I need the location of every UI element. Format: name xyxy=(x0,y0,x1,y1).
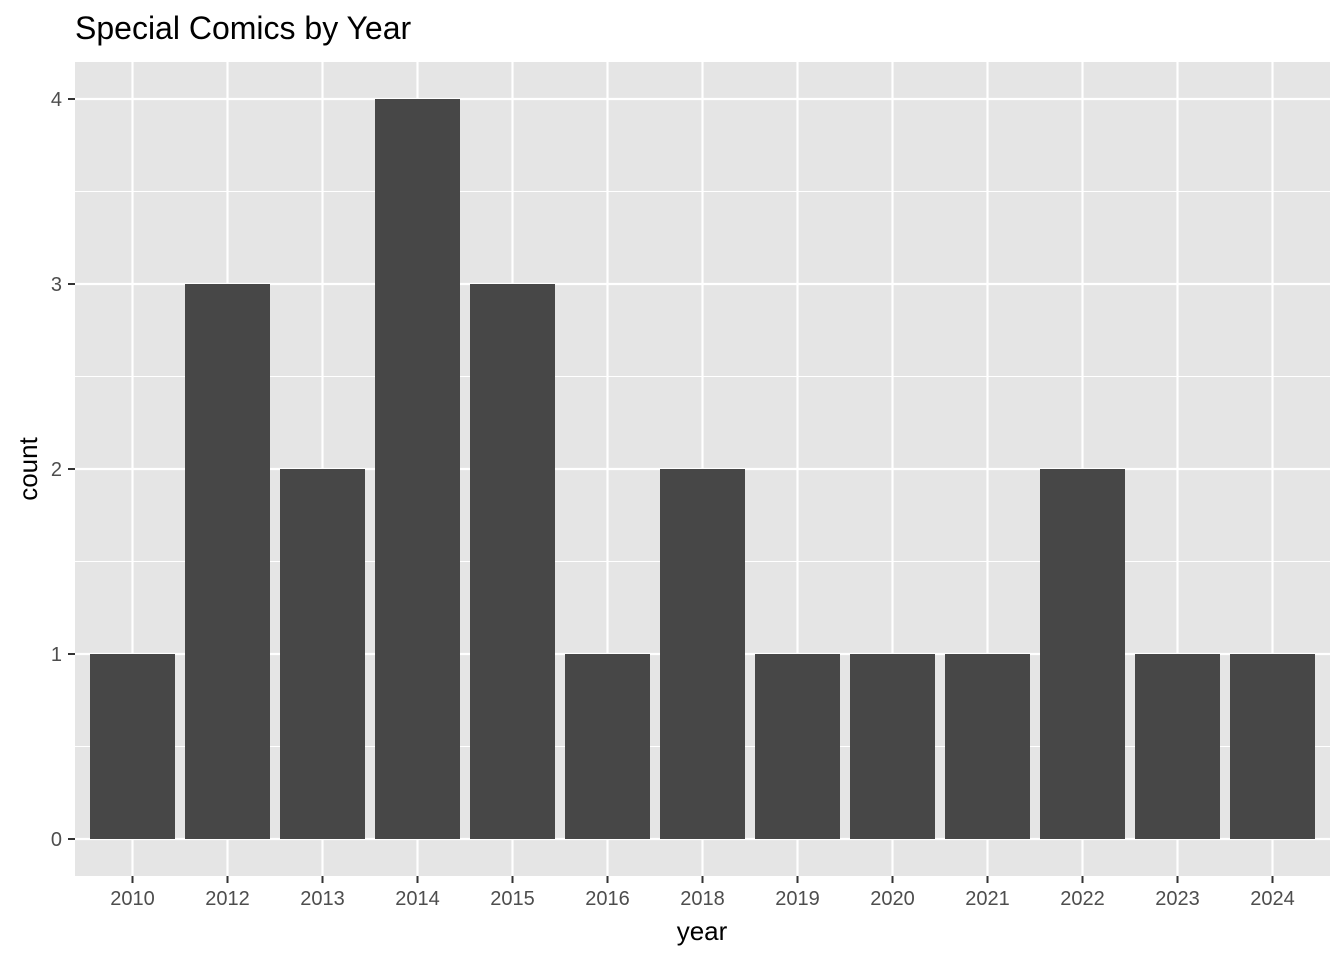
bars xyxy=(90,99,1315,839)
bar-2012 xyxy=(185,284,270,839)
x-tick-label: 2021 xyxy=(965,888,1010,910)
x-tick-label: 2022 xyxy=(1060,888,1105,910)
bar-2022 xyxy=(1040,469,1125,839)
bar-2024 xyxy=(1230,654,1315,839)
y-tick-label: 0 xyxy=(51,829,62,851)
bar-2015 xyxy=(470,284,555,839)
bar-2021 xyxy=(945,654,1030,839)
bar-2016 xyxy=(565,654,650,839)
x-tick-label: 2019 xyxy=(775,888,820,910)
x-tick-label: 2023 xyxy=(1155,888,1200,910)
bar-2020 xyxy=(850,654,935,839)
x-tick-label: 2014 xyxy=(395,888,440,910)
x-tick-label: 2013 xyxy=(300,888,345,910)
x-tick-label: 2012 xyxy=(205,888,250,910)
x-tick-label: 2016 xyxy=(585,888,630,910)
bar-2018 xyxy=(660,469,745,839)
chart-title: Special Comics by Year xyxy=(75,10,412,46)
y-tick-label: 2 xyxy=(51,459,62,481)
x-axis-title: year xyxy=(677,916,728,946)
x-axis: 2010 2012 2013 2014 2015 2016 2018 2019 2020 2021… xyxy=(110,876,1295,910)
x-tick-label: 2020 xyxy=(870,888,915,910)
x-tick-label: 2024 xyxy=(1250,888,1295,910)
y-axis-title: count xyxy=(13,436,43,500)
bar-2023 xyxy=(1135,654,1220,839)
x-tick-label: 2015 xyxy=(490,888,535,910)
x-tick-label: 2010 xyxy=(110,888,155,910)
y-tick-label: 1 xyxy=(51,644,62,666)
bar-2013 xyxy=(280,469,365,839)
y-axis: 0 1 2 3 4 xyxy=(51,89,75,851)
x-tick-label: 2018 xyxy=(680,888,725,910)
bar-2010 xyxy=(90,654,175,839)
bar-2014 xyxy=(375,99,460,839)
y-tick-label: 3 xyxy=(51,274,62,296)
bar-2019 xyxy=(755,654,840,839)
y-tick-label: 4 xyxy=(51,89,62,111)
